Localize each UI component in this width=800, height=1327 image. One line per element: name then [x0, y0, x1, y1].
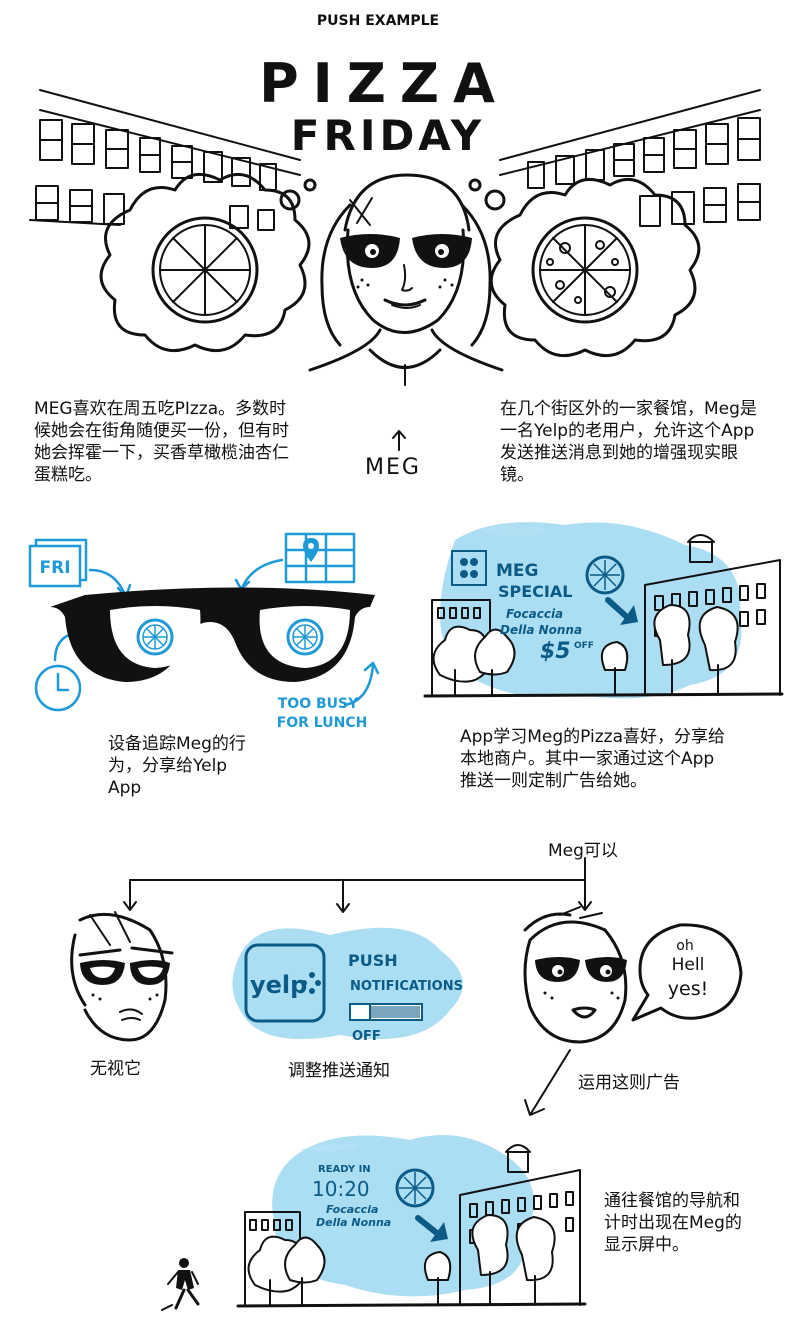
street-trees [432, 604, 739, 696]
too-busy-label: TOO BUSY [278, 696, 359, 712]
yelp-push-panel [232, 927, 463, 1040]
special-off: OFF [574, 641, 594, 651]
caption-app-learns: App学习Meg的Pizza喜好，分享给本地商户。其中一家通过这个App推送一则… [460, 727, 725, 791]
use-ad-arrow [524, 1049, 571, 1116]
caption-ignore: 无视它 [90, 1059, 141, 1079]
nav-trees [247, 1214, 556, 1306]
speech-bubble [631, 923, 743, 1022]
speech-line3: yes! [668, 978, 708, 1000]
yelp-wordmark: yelp [250, 971, 307, 999]
push-label: PUSH [348, 951, 398, 970]
calendar-fri-label: FRI [39, 558, 70, 578]
calendar-fri-icon [28, 538, 88, 588]
meg-ignoring-face [70, 911, 174, 1042]
caption-use-ad: 运用这则广告 [578, 1073, 680, 1093]
notifications-toggle [349, 1003, 423, 1021]
caption-meg-can: Meg可以 [548, 841, 618, 861]
push-example-kicker: PUSH EXAMPLE [317, 13, 439, 29]
title-pizza: PIZZA [259, 52, 509, 115]
caption-device-tracking: 设备追踪Meg的行为，分享给Yelp App [108, 734, 246, 798]
special-meg: MEG [496, 561, 538, 581]
special-item2: Della Nonna [500, 623, 582, 637]
branch-arrows [123, 857, 592, 913]
meg-glasses [340, 234, 472, 268]
special-price: $5 [540, 639, 571, 664]
speech-line1: oh [676, 938, 693, 954]
special-title: SPECIAL [498, 582, 572, 601]
ready-item1: Focaccia [326, 1203, 378, 1216]
yelp-logo-icon [460, 558, 478, 578]
ready-pizza-icon [395, 1168, 435, 1208]
nav-left-building [244, 1211, 301, 1306]
smart-glasses [50, 587, 375, 682]
ready-item2: Della Nonna [316, 1216, 391, 1229]
navigation-panel [236, 1135, 587, 1308]
walking-person [161, 1258, 200, 1311]
speech-line2: Hell [672, 955, 705, 975]
meg-happy-face [523, 906, 628, 1044]
title-friday: FRIDAY [291, 111, 485, 160]
caption-left-intro: MEG喜欢在周五吃PIzza。多数时候她会在街角随便买一份，但有时她会挥霍一下，… [34, 399, 289, 485]
special-item1: Focaccia [506, 607, 563, 621]
special-offer-panel [423, 522, 784, 699]
clock-icon [34, 664, 82, 712]
caption-navigation: 通往餐馆的导航和计时出现在Meg的显示屏中。 [604, 1191, 742, 1255]
right-building [499, 89, 761, 227]
yelp-burst-icon [301, 972, 321, 994]
left-block-building [431, 599, 491, 696]
ready-time: 10:20 [312, 1177, 370, 1201]
meg-label: MEG [365, 455, 421, 480]
ready-in-label: READY IN [318, 1164, 371, 1175]
left-building [29, 89, 301, 231]
notifications-label: NOTIFICATIONS [350, 979, 463, 994]
meg-pointer-arrow [392, 430, 406, 451]
special-pizza-icon [585, 555, 625, 595]
glasses-panel [28, 532, 380, 712]
toggle-off-label: OFF [352, 1029, 381, 1044]
meg-portrait [308, 173, 504, 386]
caption-right-intro: 在几个街区外的一家餐馆，Meg是一名Yelp的老用户，允许这个App发送推送消息… [500, 399, 757, 485]
thought-cloud-plain-pizza [99, 172, 317, 353]
map-pin-icon [284, 532, 356, 584]
thought-cloud-topped-pizza [468, 177, 701, 358]
for-lunch-label: FOR LUNCH [277, 715, 368, 731]
caption-adjust-push: 调整推送通知 [288, 1061, 390, 1081]
nav-restaurant-building [459, 1144, 581, 1306]
